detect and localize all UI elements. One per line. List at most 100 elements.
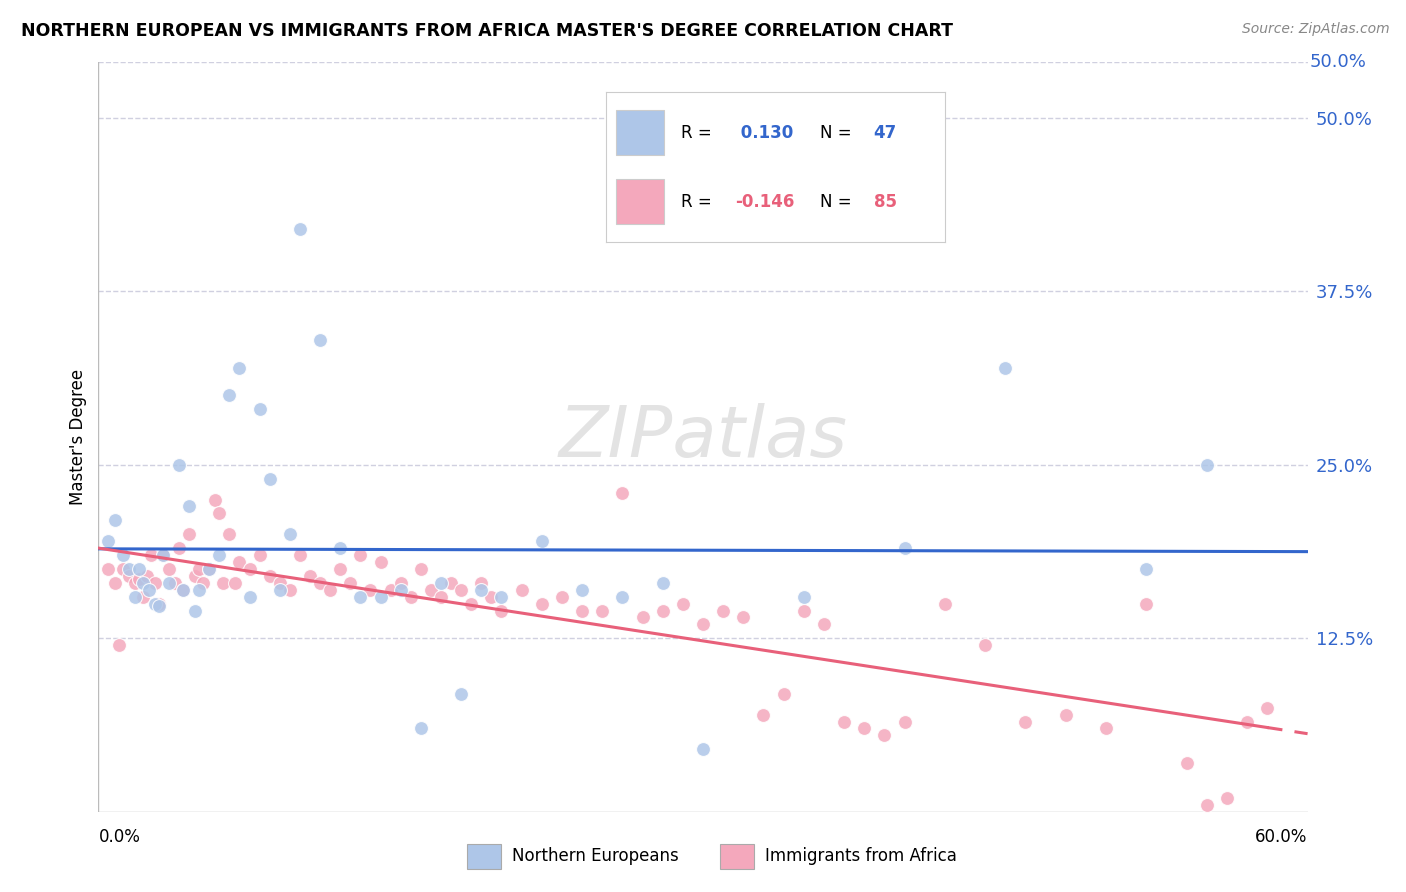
Point	[510, 582, 533, 597]
Point	[389, 575, 412, 590]
Point	[163, 575, 186, 590]
Point	[329, 541, 352, 555]
Point	[651, 603, 673, 617]
Point	[329, 562, 352, 576]
Point	[228, 360, 250, 375]
Text: 50.0%: 50.0%	[1309, 54, 1367, 71]
Point	[450, 582, 472, 597]
Point	[893, 714, 915, 729]
Y-axis label: Master's Degree: Master's Degree	[69, 369, 87, 505]
Point	[288, 222, 311, 236]
Point	[204, 492, 226, 507]
Point	[148, 597, 170, 611]
Point	[184, 569, 207, 583]
Bar	[467, 844, 501, 869]
Point	[224, 575, 246, 590]
Point	[481, 590, 503, 604]
Text: Immigrants from Africa: Immigrants from Africa	[765, 847, 956, 865]
Point	[111, 548, 134, 562]
Point	[1216, 790, 1239, 805]
Text: Source: ZipAtlas.com: Source: ZipAtlas.com	[1241, 22, 1389, 37]
Point	[239, 590, 262, 604]
Point	[360, 582, 382, 597]
Point	[143, 575, 166, 590]
Point	[1054, 707, 1077, 722]
Point	[218, 527, 240, 541]
Point	[1135, 597, 1157, 611]
Point	[1175, 756, 1198, 771]
Point	[97, 562, 120, 576]
Point	[491, 590, 513, 604]
Point	[1135, 562, 1157, 576]
Point	[167, 541, 190, 555]
Point	[1095, 722, 1118, 736]
Point	[118, 569, 141, 583]
Point	[409, 722, 432, 736]
Point	[132, 590, 155, 604]
Point	[269, 582, 291, 597]
Point	[460, 597, 482, 611]
Point	[1014, 714, 1036, 729]
Point	[179, 527, 201, 541]
Point	[793, 603, 815, 617]
Point	[631, 610, 654, 624]
Point	[212, 575, 235, 590]
Point	[672, 597, 695, 611]
Point	[299, 569, 322, 583]
Point	[651, 575, 673, 590]
Point	[309, 333, 332, 347]
Point	[934, 597, 956, 611]
Point	[172, 582, 194, 597]
Point	[399, 590, 422, 604]
Point	[591, 603, 613, 617]
Point	[1195, 458, 1218, 472]
Point	[612, 590, 634, 604]
Point	[132, 575, 155, 590]
Point	[228, 555, 250, 569]
Point	[124, 575, 146, 590]
Point	[692, 742, 714, 756]
Point	[288, 548, 311, 562]
Point	[420, 582, 443, 597]
Text: ZIPatlas: ZIPatlas	[558, 402, 848, 472]
Point	[893, 541, 915, 555]
Point	[148, 599, 170, 614]
Point	[135, 569, 157, 583]
Point	[128, 562, 150, 576]
Text: Northern Europeans: Northern Europeans	[512, 847, 679, 865]
Point	[111, 562, 134, 576]
Point	[409, 562, 432, 576]
Point	[208, 548, 231, 562]
Point	[188, 582, 211, 597]
Point	[103, 513, 125, 527]
Point	[107, 638, 129, 652]
Point	[152, 548, 174, 562]
Point	[172, 582, 194, 597]
Point	[571, 582, 593, 597]
Point	[97, 534, 120, 549]
Point	[389, 582, 412, 597]
Point	[733, 610, 755, 624]
Point	[184, 603, 207, 617]
Text: 60.0%: 60.0%	[1256, 829, 1308, 847]
Point	[370, 590, 392, 604]
Point	[309, 575, 332, 590]
Point	[278, 582, 301, 597]
Point	[873, 728, 896, 742]
Point	[208, 507, 231, 521]
Point	[167, 458, 190, 472]
Point	[278, 527, 301, 541]
Point	[551, 590, 574, 604]
Point	[692, 617, 714, 632]
Point	[813, 617, 835, 632]
Point	[249, 402, 271, 417]
Point	[470, 575, 492, 590]
Point	[198, 562, 221, 576]
Point	[319, 582, 342, 597]
Point	[349, 590, 371, 604]
Point	[124, 590, 146, 604]
Point	[1195, 797, 1218, 812]
Point	[711, 603, 734, 617]
Point	[1236, 714, 1258, 729]
Point	[440, 575, 463, 590]
